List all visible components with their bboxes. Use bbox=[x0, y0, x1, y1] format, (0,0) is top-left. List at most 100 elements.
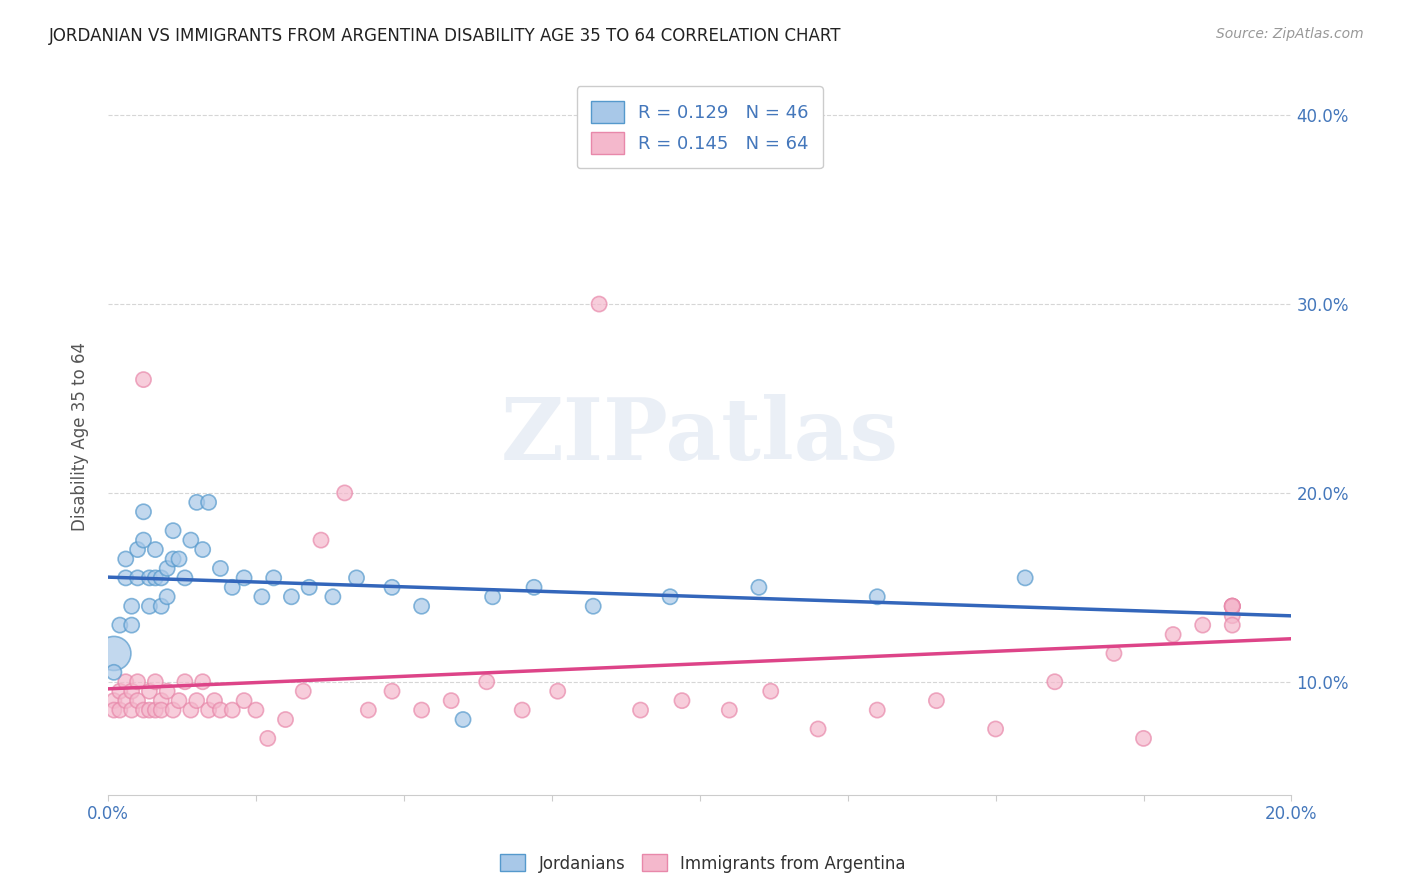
Point bbox=[127, 542, 149, 557]
Point bbox=[132, 505, 155, 519]
Point bbox=[143, 703, 166, 717]
Point bbox=[411, 703, 433, 717]
Point bbox=[209, 703, 232, 717]
Point bbox=[1220, 618, 1243, 632]
Point bbox=[143, 571, 166, 585]
Point bbox=[256, 731, 278, 746]
Point bbox=[186, 495, 208, 509]
Point bbox=[381, 580, 404, 594]
Point bbox=[150, 703, 173, 717]
Point bbox=[1220, 599, 1243, 614]
Point bbox=[121, 703, 143, 717]
Point bbox=[280, 590, 302, 604]
Point bbox=[411, 599, 433, 614]
Point bbox=[132, 533, 155, 548]
Point bbox=[1220, 599, 1243, 614]
Point bbox=[138, 703, 160, 717]
Point bbox=[292, 684, 315, 698]
Point bbox=[357, 703, 380, 717]
Point bbox=[659, 590, 682, 604]
Point bbox=[1220, 599, 1243, 614]
Y-axis label: Disability Age 35 to 64: Disability Age 35 to 64 bbox=[72, 342, 89, 531]
Point bbox=[103, 665, 125, 680]
Text: Source: ZipAtlas.com: Source: ZipAtlas.com bbox=[1216, 27, 1364, 41]
Legend: Jordanians, Immigrants from Argentina: Jordanians, Immigrants from Argentina bbox=[494, 847, 912, 880]
Point bbox=[143, 542, 166, 557]
Point bbox=[274, 713, 297, 727]
Point bbox=[186, 693, 208, 707]
Point bbox=[138, 571, 160, 585]
Point bbox=[1220, 599, 1243, 614]
Point bbox=[150, 571, 173, 585]
Point bbox=[807, 722, 830, 736]
Point bbox=[588, 297, 610, 311]
Point bbox=[233, 693, 256, 707]
Point bbox=[132, 703, 155, 717]
Point bbox=[221, 580, 243, 594]
Point bbox=[759, 684, 782, 698]
Point bbox=[346, 571, 368, 585]
Point bbox=[481, 590, 503, 604]
Point bbox=[121, 684, 143, 698]
Point bbox=[197, 495, 219, 509]
Point bbox=[180, 703, 202, 717]
Point bbox=[108, 684, 131, 698]
Point bbox=[547, 684, 569, 698]
Point bbox=[209, 561, 232, 575]
Point bbox=[322, 590, 344, 604]
Point bbox=[475, 674, 498, 689]
Point bbox=[333, 486, 356, 500]
Point bbox=[221, 703, 243, 717]
Point bbox=[510, 703, 533, 717]
Point bbox=[103, 703, 125, 717]
Point bbox=[156, 590, 179, 604]
Point bbox=[156, 684, 179, 698]
Point bbox=[132, 373, 155, 387]
Point bbox=[748, 580, 770, 594]
Point bbox=[127, 571, 149, 585]
Point bbox=[121, 618, 143, 632]
Point bbox=[233, 571, 256, 585]
Point bbox=[162, 524, 184, 538]
Point bbox=[866, 590, 889, 604]
Point bbox=[174, 674, 197, 689]
Point bbox=[1043, 674, 1066, 689]
Point bbox=[156, 561, 179, 575]
Point bbox=[167, 552, 190, 566]
Point bbox=[925, 693, 948, 707]
Point bbox=[1132, 731, 1154, 746]
Point bbox=[298, 580, 321, 594]
Point bbox=[114, 693, 136, 707]
Text: JORDANIAN VS IMMIGRANTS FROM ARGENTINA DISABILITY AGE 35 TO 64 CORRELATION CHART: JORDANIAN VS IMMIGRANTS FROM ARGENTINA D… bbox=[49, 27, 842, 45]
Point bbox=[167, 693, 190, 707]
Point bbox=[108, 618, 131, 632]
Point bbox=[582, 599, 605, 614]
Point bbox=[1161, 627, 1184, 641]
Point bbox=[143, 674, 166, 689]
Point bbox=[718, 703, 741, 717]
Point bbox=[671, 693, 693, 707]
Point bbox=[984, 722, 1007, 736]
Point bbox=[103, 693, 125, 707]
Point bbox=[114, 552, 136, 566]
Point bbox=[127, 693, 149, 707]
Legend: R = 0.129   N = 46, R = 0.145   N = 64: R = 0.129 N = 46, R = 0.145 N = 64 bbox=[576, 87, 823, 169]
Point bbox=[630, 703, 652, 717]
Point bbox=[1220, 608, 1243, 623]
Point bbox=[245, 703, 267, 717]
Point bbox=[180, 533, 202, 548]
Point bbox=[138, 684, 160, 698]
Point bbox=[150, 693, 173, 707]
Point bbox=[1102, 647, 1125, 661]
Point bbox=[866, 703, 889, 717]
Point bbox=[121, 599, 143, 614]
Point bbox=[191, 674, 214, 689]
Point bbox=[1191, 618, 1213, 632]
Point bbox=[162, 703, 184, 717]
Point bbox=[114, 571, 136, 585]
Point bbox=[309, 533, 332, 548]
Point bbox=[204, 693, 226, 707]
Point bbox=[162, 552, 184, 566]
Point bbox=[381, 684, 404, 698]
Point bbox=[103, 647, 125, 661]
